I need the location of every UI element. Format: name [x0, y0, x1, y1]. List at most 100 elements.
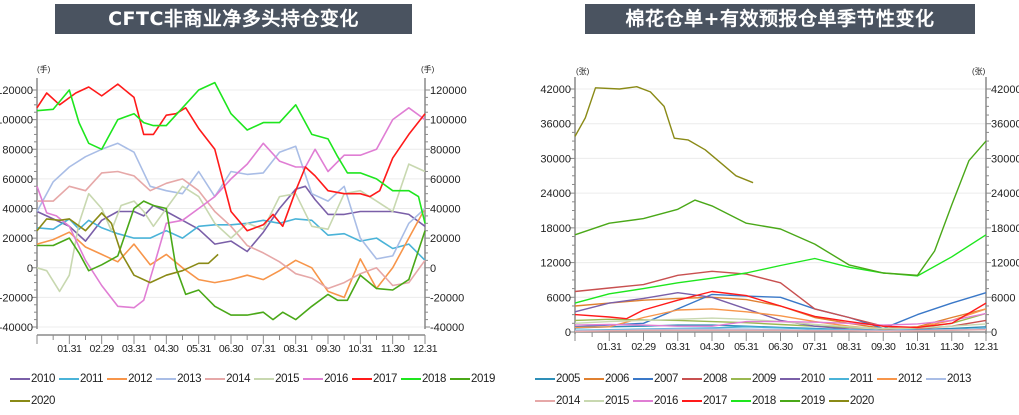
legend-swatch	[828, 378, 849, 380]
legend-item-2018[interactable]: 2018	[401, 368, 446, 390]
legend-item-2010[interactable]: 2010	[779, 368, 825, 390]
legend-item-2005[interactable]: 2005	[535, 368, 580, 390]
y-tick-label-left: 12000	[540, 258, 571, 270]
legend-swatch	[779, 378, 800, 380]
unit-label-left: (张)	[576, 67, 590, 76]
x-tick-label: 08.31	[284, 343, 309, 355]
legend-item-2006[interactable]: 2006	[583, 368, 629, 390]
legend-swatch	[681, 378, 702, 380]
series-line-2016	[574, 312, 987, 327]
series-line-2020	[574, 85, 754, 184]
legend-item-2007[interactable]: 2007	[632, 368, 678, 390]
legend-item-2011[interactable]: 2011	[828, 368, 874, 390]
series-line-2007	[574, 292, 987, 330]
legend-item-2018[interactable]: 2018	[730, 390, 776, 412]
x-tick-label: 09.30	[871, 341, 896, 353]
legend-item-2017[interactable]: 2017	[352, 368, 397, 390]
x-tick-label: 04.30	[700, 341, 725, 353]
x-tick-label: 04.30	[154, 343, 179, 355]
legend-label: 2008	[702, 373, 727, 385]
x-tick-label: 02.29	[90, 343, 115, 355]
legend-label: 2019	[471, 373, 495, 385]
x-tick-label: 01.31	[57, 343, 82, 355]
legend-item-2012[interactable]: 2012	[877, 368, 922, 390]
legend-item-2014[interactable]: 2014	[205, 368, 250, 390]
legend-label: 2018	[751, 395, 776, 407]
legend-swatch	[828, 400, 849, 402]
legend-item-2013[interactable]: 2013	[926, 368, 971, 390]
legend-label: 2017	[702, 395, 727, 407]
legend-item-2020[interactable]: 2020	[828, 390, 874, 412]
legend-swatch	[583, 400, 604, 402]
legend-item-2008[interactable]: 2008	[681, 368, 727, 390]
legend-label: 2012	[128, 373, 153, 385]
legend-item-2012[interactable]: 2012	[107, 368, 153, 390]
legend-swatch	[10, 400, 30, 402]
legend-item-2011[interactable]: 2011	[58, 368, 104, 390]
legend-swatch	[926, 378, 947, 380]
y-tick-label-right: 40000	[430, 204, 461, 216]
warehouse-chart: 0 0 6000 6000 12000 12000 18000 18000 24000 24000…	[540, 67, 1019, 353]
legend-item-2017[interactable]: 2017	[681, 390, 727, 412]
legend-item-2019[interactable]: 2019	[450, 368, 495, 390]
y-tick-label-right: 6000	[991, 292, 1015, 304]
legend-item-2014[interactable]: 2014	[535, 390, 580, 412]
legend-item-2016[interactable]: 2016	[632, 390, 678, 412]
legend-item-2015[interactable]: 2015	[254, 368, 299, 390]
legend-swatch	[730, 400, 751, 402]
x-tick-label: 07.31	[251, 343, 276, 355]
legend-label: 2019	[800, 395, 825, 407]
y-tick-label-left: 36000	[540, 119, 571, 131]
y-tick-label-left: 100000	[0, 115, 33, 127]
series-line-2018	[36, 81, 426, 224]
legend-label: 2014	[226, 373, 251, 385]
legend-swatch	[401, 378, 422, 380]
y-tick-label-left: -40000	[0, 322, 33, 334]
unit-label-right: (张)	[972, 67, 986, 76]
y-tick-label-left: 24000	[540, 188, 571, 200]
series-line-2016	[36, 107, 426, 309]
legend-item-2010[interactable]: 2010	[10, 368, 55, 390]
x-tick-label: 01.31	[597, 341, 622, 353]
legend-swatch	[681, 400, 702, 402]
x-tick-label: 12.31	[413, 343, 438, 355]
series-line-2019	[37, 200, 426, 321]
legend-item-2009[interactable]: 2009	[730, 368, 776, 390]
legend-label: 2016	[653, 395, 678, 407]
y-tick-label-right: 120000	[430, 85, 467, 97]
legend-swatch	[632, 378, 653, 380]
y-tick-label-left: 18000	[540, 223, 571, 235]
x-tick-label: 05.31	[734, 341, 759, 353]
y-tick-label-left: 0	[565, 327, 571, 339]
x-tick-label: 02.29	[631, 341, 656, 353]
unit-label-right: (手)	[421, 64, 435, 74]
legend-item-2019[interactable]: 2019	[779, 390, 825, 412]
x-tick-label: 05.31	[187, 343, 212, 355]
series-line-2017	[574, 290, 987, 329]
legend-swatch	[535, 400, 555, 402]
legend-label: 2020	[31, 395, 55, 407]
y-tick-label-right: 36000	[991, 119, 1019, 131]
legend-label: 2005	[556, 373, 580, 385]
legend-swatch	[58, 378, 79, 380]
warehouse-chart-title: 棉花仓单+有效预报仓单季节性变化	[585, 4, 975, 34]
legend-item-2013[interactable]: 2013	[156, 368, 201, 390]
y-tick-label-right: 12000	[991, 258, 1019, 270]
y-tick-label-right: 20000	[430, 233, 461, 245]
y-tick-label-left: -20000	[0, 292, 33, 304]
series-line-2014	[37, 170, 426, 290]
y-tick-label-left: 40000	[2, 204, 33, 216]
legend-item-2016[interactable]: 2016	[303, 368, 348, 390]
legend-swatch	[107, 378, 128, 380]
warehouse-legend: 2005 2006 2007 2008 2009 2010 2011 2012 2013 2014…	[535, 368, 1005, 412]
legend-label: 2013	[177, 373, 202, 385]
legend-label: 2011	[849, 373, 874, 385]
legend-swatch	[450, 378, 471, 380]
legend-item-2020[interactable]: 2020	[10, 390, 55, 412]
legend-swatch	[303, 378, 324, 380]
legend-item-2015[interactable]: 2015	[583, 390, 629, 412]
x-tick-label: 09.30	[316, 343, 341, 355]
warehouse-panel: 棉花仓单+有效预报仓单季节性变化 0 0 6000 6000 12000 12000 180…	[510, 0, 1019, 415]
x-tick-label: 10.31	[905, 341, 930, 353]
y-tick-label-right: -40000	[430, 322, 464, 334]
